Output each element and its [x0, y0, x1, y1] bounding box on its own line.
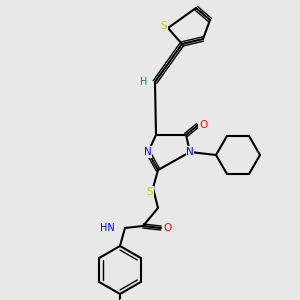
Text: N: N: [144, 147, 152, 157]
Text: S: S: [161, 21, 167, 31]
Text: O: O: [163, 223, 171, 233]
Text: O: O: [199, 120, 207, 130]
Text: H: H: [140, 77, 147, 87]
Text: +: +: [121, 299, 128, 300]
Text: HN: HN: [100, 223, 115, 233]
Text: S: S: [147, 187, 153, 197]
Text: N: N: [186, 147, 194, 157]
